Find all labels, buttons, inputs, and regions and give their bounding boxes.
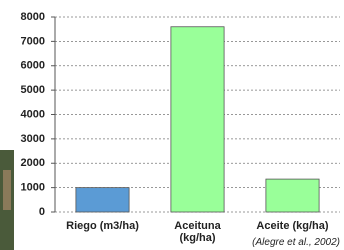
y-tick-label: 0 [39, 206, 45, 218]
y-tick-label: 3000 [21, 133, 45, 145]
page: 0 1000 2000 3000 4000 5000 6000 7000 8000 (Alegr… [0, 0, 344, 250]
source-note: (Alegre et al., 2002) [252, 237, 340, 248]
y-tick-label: 1000 [21, 182, 45, 194]
x-tick-label: Riego (m3/ha) [55, 220, 150, 232]
bar [76, 188, 129, 212]
photo-fragment [3, 170, 11, 210]
y-tick-label: 2000 [21, 157, 45, 169]
chart: 0 1000 2000 3000 4000 5000 6000 7000 8000 [0, 0, 344, 250]
y-tick-label: 7000 [21, 35, 45, 47]
y-tick-label: 6000 [21, 60, 45, 72]
bar [171, 27, 224, 212]
x-tick-label: Aceite (kg/ha) [245, 220, 340, 232]
y-tick-label: 5000 [21, 84, 45, 96]
bar [266, 179, 319, 212]
y-tick-label: 8000 [21, 11, 45, 23]
x-tick-label: Aceituna (kg/ha) [150, 220, 245, 244]
y-tick-label: 4000 [21, 108, 45, 120]
